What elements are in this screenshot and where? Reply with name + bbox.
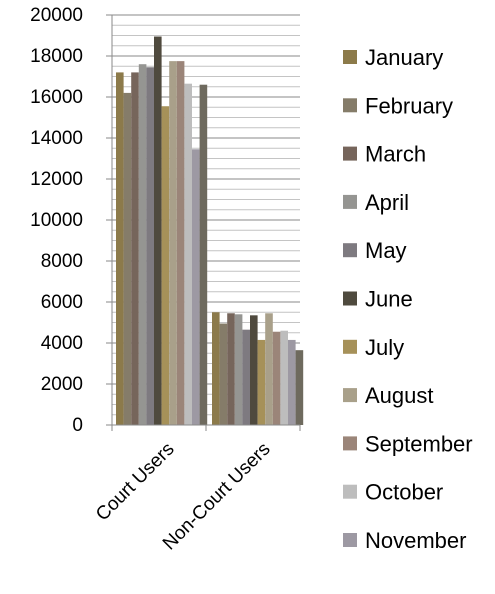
bar-september-court-users bbox=[176, 61, 185, 426]
bar-april-non-court-users bbox=[234, 314, 243, 425]
legend-label-october: October bbox=[365, 480, 443, 505]
bar-october-non-court-users bbox=[280, 330, 288, 425]
bar-september-non-court-users bbox=[272, 331, 281, 425]
axes bbox=[106, 14, 301, 431]
y-tick-label: 16000 bbox=[30, 87, 83, 108]
legend-swatch-october bbox=[343, 484, 357, 499]
legend-swatch-july bbox=[343, 339, 357, 354]
bar-february-court-users bbox=[123, 92, 132, 426]
bars bbox=[116, 36, 304, 426]
bar-april-court-users bbox=[138, 64, 147, 425]
y-tick-label: 18000 bbox=[30, 46, 83, 67]
bar-november-court-users bbox=[192, 149, 200, 425]
bar-october-court-users bbox=[184, 83, 192, 426]
bar-july-non-court-users bbox=[257, 339, 266, 425]
y-tick-label: 8000 bbox=[41, 251, 83, 272]
legend-swatch-may bbox=[343, 243, 357, 258]
y-tick-label: 14000 bbox=[30, 128, 83, 149]
legend-label-february: February bbox=[365, 93, 453, 118]
bar-may-court-users bbox=[146, 67, 154, 426]
legend-label-june: June bbox=[365, 287, 413, 312]
bar-july-court-users bbox=[161, 106, 170, 425]
bar-january-court-users bbox=[116, 72, 124, 426]
legend-swatch-august bbox=[343, 388, 357, 403]
legend-swatch-february bbox=[343, 98, 357, 113]
legend-swatch-january bbox=[343, 50, 357, 64]
y-tick-label: 12000 bbox=[30, 169, 83, 190]
y-tick-label: 4000 bbox=[41, 333, 83, 354]
bar-january-non-court-users bbox=[212, 312, 220, 425]
legend-label-april: April bbox=[365, 190, 409, 215]
y-tick-label: 10000 bbox=[30, 210, 83, 231]
bar-december-non-court-users bbox=[295, 350, 304, 425]
legend-label-september: September bbox=[365, 431, 473, 456]
bar-august-non-court-users bbox=[265, 313, 273, 425]
bar-december-court-users bbox=[199, 84, 208, 425]
legend-label-november: November bbox=[365, 528, 466, 553]
y-tick-label: 2000 bbox=[41, 374, 83, 395]
bar-march-non-court-users bbox=[227, 313, 235, 425]
y-tick-label: 6000 bbox=[41, 292, 83, 313]
bar-august-court-users bbox=[169, 61, 177, 426]
legend-label-july: July bbox=[365, 335, 404, 360]
legend-swatch-april bbox=[343, 194, 357, 209]
x-category-label: Non-Court Users bbox=[159, 439, 275, 555]
legend-label-august: August bbox=[365, 383, 434, 408]
bar-november-non-court-users bbox=[288, 339, 296, 425]
legend-label-may: May bbox=[365, 238, 407, 263]
x-category-label: Court Users bbox=[92, 439, 179, 526]
bar-february-non-court-users bbox=[219, 323, 228, 425]
legend-swatch-november bbox=[343, 533, 357, 547]
legend: January February March April May June July Augu… bbox=[343, 45, 473, 553]
y-tick-label: 0 bbox=[72, 415, 83, 436]
legend-swatch-september bbox=[343, 436, 357, 451]
bar-march-court-users bbox=[131, 72, 139, 426]
legend-label-january: January bbox=[365, 45, 443, 70]
bar-june-court-users bbox=[154, 36, 162, 426]
legend-swatch-march bbox=[343, 146, 357, 161]
bar-may-non-court-users bbox=[242, 329, 250, 425]
bar-june-non-court-users bbox=[250, 315, 258, 425]
y-tick-label: 20000 bbox=[30, 5, 83, 26]
legend-label-march: March bbox=[365, 142, 426, 167]
legend-swatch-june bbox=[343, 291, 357, 306]
